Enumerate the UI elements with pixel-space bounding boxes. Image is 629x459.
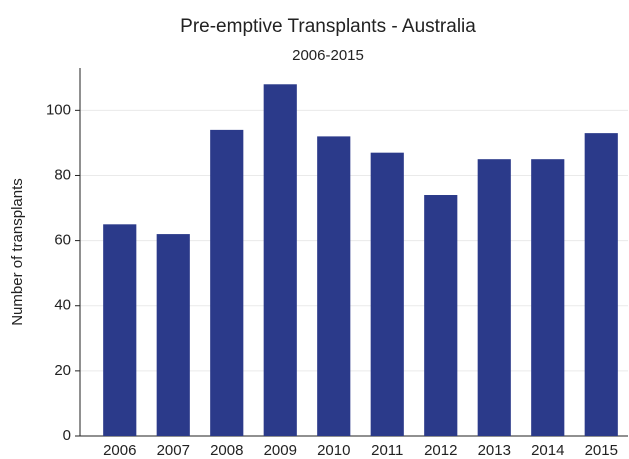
bar	[370, 152, 404, 437]
bar	[210, 129, 244, 436]
x-tick-label: 2012	[424, 442, 457, 459]
chart-title: Pre-emptive Transplants - Australia	[180, 16, 476, 37]
x-tick-label: 2013	[478, 442, 511, 459]
x-tick-label: 2011	[371, 442, 403, 459]
x-tick-label: 2007	[157, 442, 190, 459]
bar	[156, 234, 190, 436]
bar	[531, 159, 565, 436]
y-tick-label: 60	[54, 232, 71, 249]
y-tick-label: 40	[54, 297, 71, 314]
y-tick-label: 80	[54, 166, 71, 183]
y-tick-label: 20	[54, 362, 71, 379]
y-axis-label: Number of transplants	[9, 178, 26, 326]
x-tick-label: 2006	[103, 442, 136, 459]
bar	[584, 133, 618, 436]
x-tick-label: 2010	[317, 442, 350, 459]
x-tick-label: 2008	[210, 442, 243, 459]
y-tick-label: 100	[46, 101, 71, 118]
x-tick-label: 2015	[585, 442, 618, 459]
x-tick-label: 2009	[264, 442, 297, 459]
bar	[317, 136, 351, 436]
bar	[477, 159, 511, 436]
bar	[424, 195, 458, 436]
bar	[103, 224, 137, 436]
chart-subtitle: 2006-2015	[292, 47, 364, 64]
bar	[263, 84, 297, 436]
y-tick-label: 0	[63, 427, 71, 444]
x-tick-label: 2014	[531, 442, 564, 459]
